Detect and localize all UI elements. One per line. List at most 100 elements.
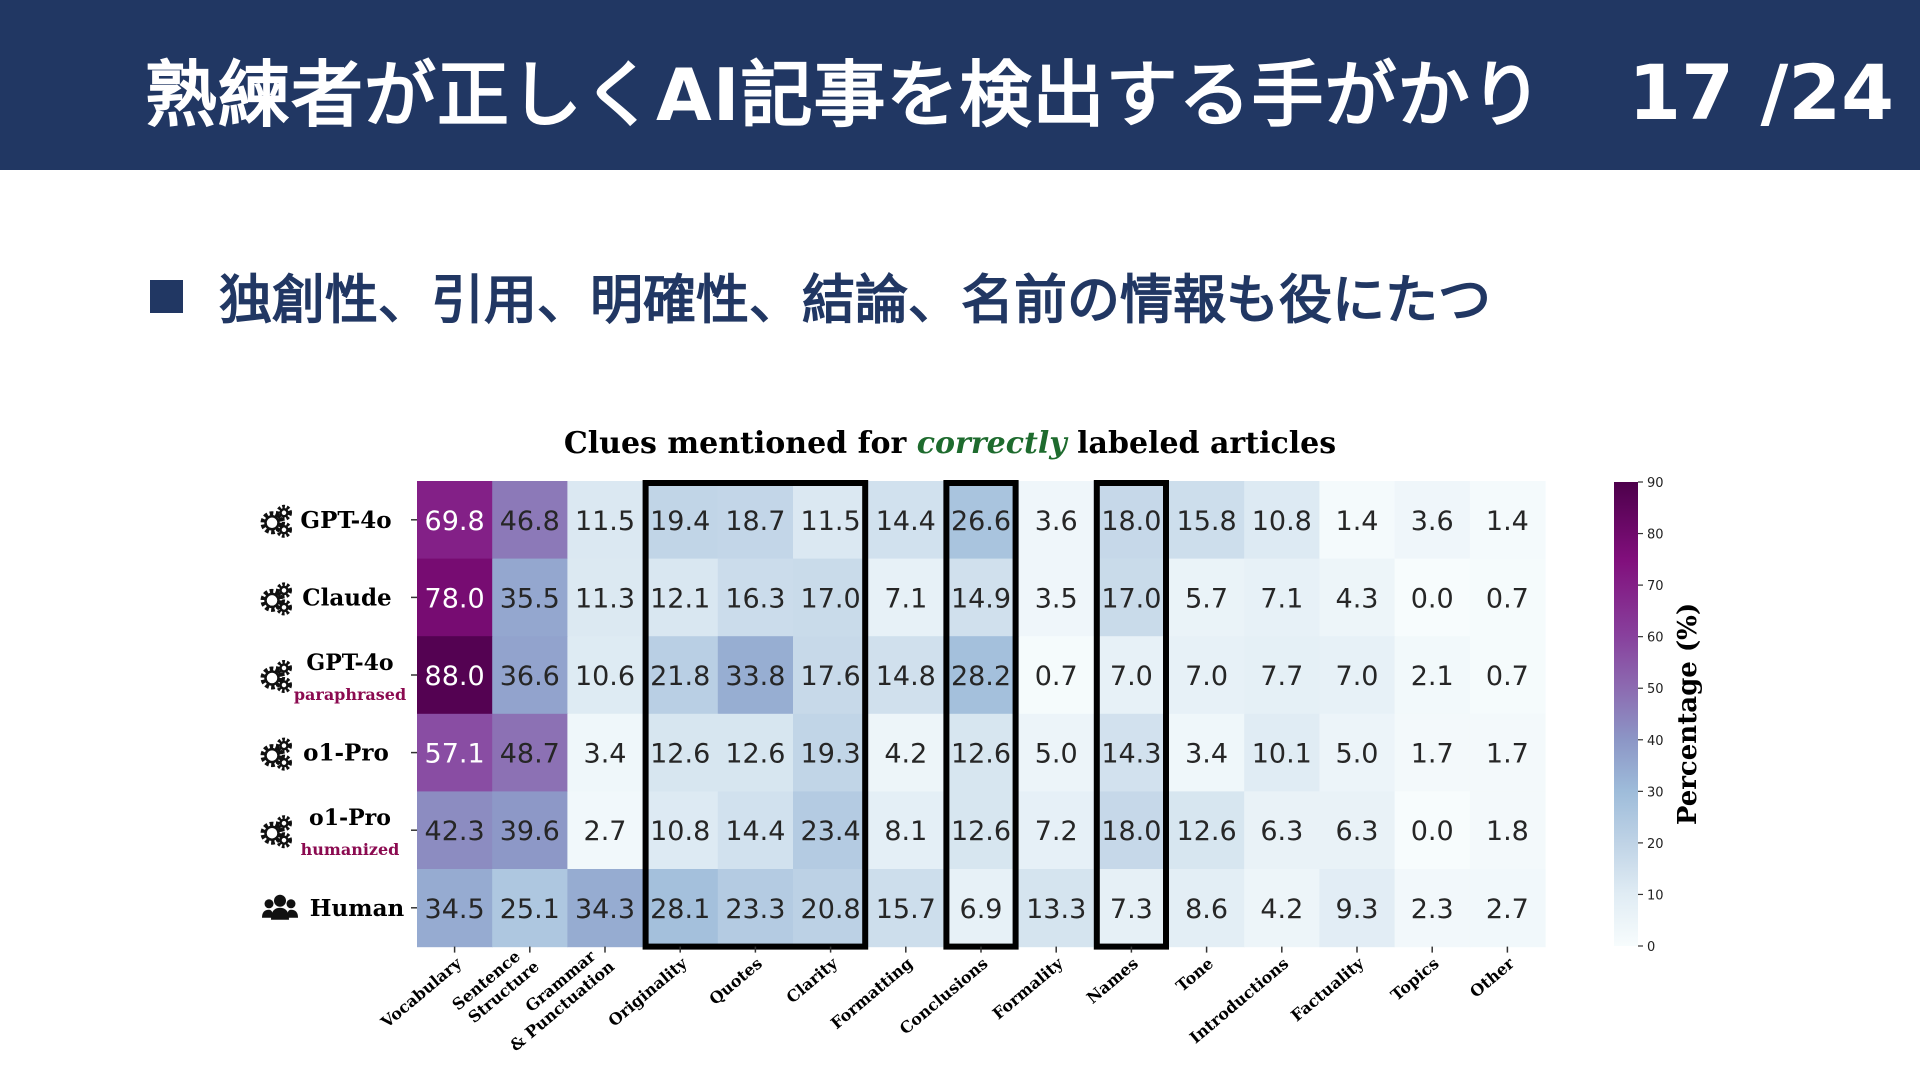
cell-value-label: 0.7 [1035, 661, 1078, 692]
colorbar-tick-label: 40 [1647, 734, 1664, 749]
heatmap-cell [1169, 636, 1245, 715]
cell-value-label: 7.1 [1260, 583, 1303, 614]
heatmap-cell [868, 791, 944, 870]
heatmap-cell [1169, 481, 1245, 560]
cell-value-label: 42.3 [425, 816, 485, 847]
heatmap-cell [1018, 558, 1095, 637]
cell-value-label: 23.4 [801, 816, 861, 847]
cell-value-label: 0.0 [1411, 583, 1454, 614]
heatmap-cell [1169, 869, 1245, 948]
row-label: o1-Pro [303, 740, 389, 767]
cell-value-label: 13.3 [1026, 894, 1086, 925]
heatmap-cell [1469, 869, 1546, 948]
cell-value-label: 17.0 [801, 583, 861, 614]
cell-value-label: 19.4 [650, 506, 710, 537]
heatmap-cell [1244, 558, 1320, 637]
cell-value-label: 7.0 [1185, 661, 1228, 692]
column-label-line: Formality [989, 953, 1067, 1023]
heatmap-cell [1093, 869, 1170, 948]
heatmap-cell [868, 636, 944, 715]
colorbar-tick-label: 10 [1647, 888, 1664, 903]
colorbar-tick-label: 50 [1647, 682, 1664, 697]
column-label: Formality [989, 953, 1067, 1023]
cell-value-label: 15.8 [1177, 506, 1237, 537]
colorbar-tick-label: 60 [1647, 631, 1664, 646]
heatmap-cell [492, 791, 568, 870]
heatmap-cell [943, 869, 1020, 948]
cell-value-label: 18.0 [1101, 816, 1161, 847]
heatmap-cell [793, 791, 869, 870]
colorbar-tick-label: 80 [1647, 528, 1664, 543]
row-sublabel: humanized [301, 840, 400, 859]
heatmap-cell [492, 869, 568, 948]
row-label: o1-Pro [309, 805, 391, 831]
column-label: Names [1083, 954, 1142, 1008]
gears-icon [260, 504, 292, 538]
cell-value-label: 16.3 [725, 583, 785, 614]
cell-value-label: 9.3 [1336, 894, 1379, 925]
heatmap-cell [417, 481, 493, 560]
cell-value-label: 3.4 [1185, 739, 1228, 770]
heatmap-cell [717, 791, 794, 870]
cell-value-label: 2.7 [1486, 894, 1529, 925]
heatmap-cell [1319, 636, 1396, 715]
heatmap-cell [717, 636, 794, 715]
heatmap-cell [1093, 636, 1170, 715]
cell-value-label: 8.6 [1185, 894, 1228, 925]
cell-value-label: 3.4 [584, 739, 627, 770]
heatmap-cell [1018, 481, 1095, 560]
cell-value-label: 18.0 [1101, 506, 1161, 537]
cell-value-label: 28.2 [951, 661, 1011, 692]
row-label: GPT-4o [306, 650, 393, 676]
cell-value-label: 10.1 [1252, 739, 1312, 770]
gears-icon [260, 815, 292, 849]
heatmap-cell [1319, 713, 1396, 792]
colorbar-tick-label: 0 [1647, 940, 1655, 955]
heatmap-cell [1319, 481, 1396, 560]
heatmap-cell [868, 713, 944, 792]
heatmap-cell [567, 791, 644, 870]
heatmap-cell [1394, 636, 1471, 715]
cell-value-label: 17.0 [1101, 583, 1161, 614]
heatmap-cell [943, 636, 1020, 715]
heatmap-cell [1394, 713, 1471, 792]
chart-title-suffix: labeled articles [1067, 426, 1336, 461]
column-label-line: Quotes [705, 954, 765, 1009]
cell-value-label: 6.3 [1336, 816, 1379, 847]
column-label: Originality [604, 953, 691, 1030]
heatmap-cell [1169, 558, 1245, 637]
column-label: Tone [1172, 954, 1217, 996]
heatmap-cell [1244, 636, 1320, 715]
cell-value-label: 36.6 [500, 661, 560, 692]
cell-value-label: 1.4 [1336, 506, 1379, 537]
heatmap-cell [943, 481, 1020, 560]
heatmap-cell [793, 713, 869, 792]
column-label: Vocabulary [376, 953, 465, 1032]
heatmap-cell [868, 869, 944, 948]
cell-value-label: 10.8 [1252, 506, 1312, 537]
heatmap-cell [1469, 713, 1546, 792]
heatmap-cell [1394, 791, 1471, 870]
heatmap-cell [868, 481, 944, 560]
colorbar: 0 10 20 30 40 50 60 70 80 90 Percentage (%) [1614, 476, 1703, 955]
cell-value-label: 6.9 [960, 894, 1003, 925]
cell-value-label: 7.0 [1110, 661, 1153, 692]
heatmap-cell [793, 636, 869, 715]
heatmap-cell [1018, 869, 1095, 948]
colorbar-tick-label: 30 [1647, 785, 1664, 800]
cell-value-label: 10.6 [575, 661, 635, 692]
cell-value-label: 0.7 [1486, 661, 1529, 692]
cell-value-label: 34.3 [575, 894, 635, 925]
cell-value-label: 39.6 [500, 816, 560, 847]
colorbar-gradient [1614, 482, 1638, 946]
gears-icon [260, 737, 292, 771]
slide-header: 熟練者が正しくAI記事を検出する手がかり 17 /24 [0, 0, 1920, 170]
cell-value-label: 3.5 [1035, 583, 1078, 614]
cell-value-label: 1.4 [1486, 506, 1529, 537]
heatmap-cell [1394, 481, 1471, 560]
cell-value-label: 23.3 [725, 894, 785, 925]
cell-value-label: 12.6 [650, 739, 710, 770]
